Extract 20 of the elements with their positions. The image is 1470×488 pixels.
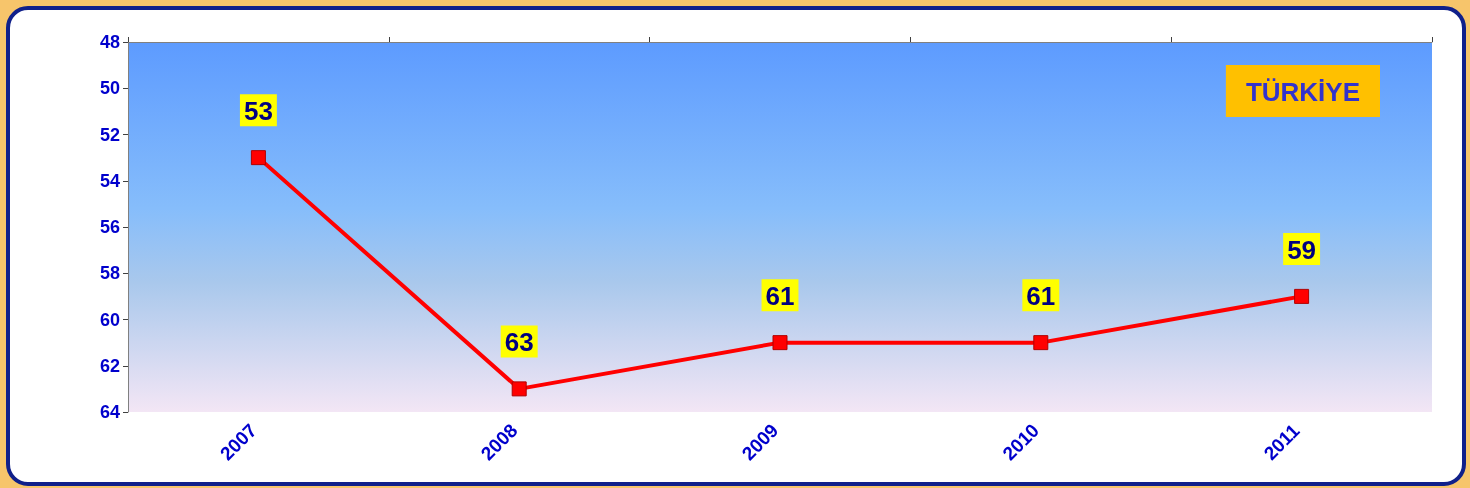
data-label: 59 xyxy=(1287,234,1317,265)
y-tick-label: 60 xyxy=(99,309,120,330)
point xyxy=(1033,335,1049,351)
data-label: 63 xyxy=(504,327,534,358)
y-tick-label: 48 xyxy=(99,32,120,52)
annotation: TÜRKİYE xyxy=(1245,77,1361,107)
y-tick-label: 64 xyxy=(99,402,120,422)
data-label: 53 xyxy=(243,96,273,127)
point xyxy=(250,150,266,166)
y-tick-label: 56 xyxy=(99,217,120,237)
y-tick-label: 62 xyxy=(99,355,120,376)
data-label: 61 xyxy=(765,281,795,312)
y-tick-label: 50 xyxy=(99,78,120,99)
y-tick-label: 54 xyxy=(99,170,120,191)
point xyxy=(511,381,527,397)
y-tick-label: 58 xyxy=(99,263,120,284)
y-tick-label: 52 xyxy=(99,124,120,145)
point xyxy=(772,335,788,351)
data-label: 61 xyxy=(1026,281,1056,312)
point xyxy=(1294,288,1310,304)
